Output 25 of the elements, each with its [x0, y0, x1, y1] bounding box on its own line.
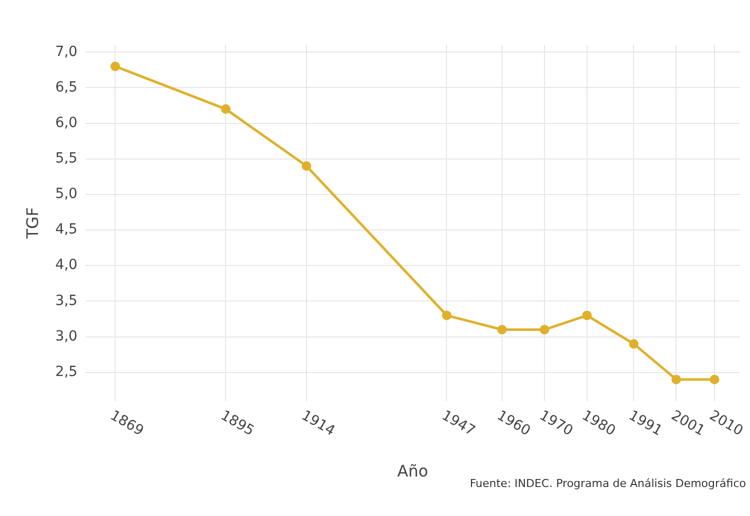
- y-axis-title: TGF: [22, 207, 42, 240]
- y-tick-label: 7,0: [55, 44, 78, 60]
- y-tick-label: 3,0: [55, 328, 78, 344]
- y-tick-label: 2,5: [55, 364, 78, 380]
- point: [671, 374, 681, 384]
- point: [497, 324, 507, 334]
- y-tick-label: 4,0: [55, 257, 78, 274]
- point: [710, 374, 720, 384]
- point: [540, 324, 550, 334]
- y-tick-label: 5,0: [55, 186, 78, 202]
- point: [220, 104, 230, 114]
- point: [628, 339, 638, 349]
- point: [302, 161, 312, 171]
- x-tick-label: 1947: [438, 408, 478, 440]
- x-axis-title: Año: [397, 462, 428, 481]
- point: [110, 62, 120, 72]
- point: [582, 310, 592, 320]
- y-tick-label: 3,5: [55, 292, 78, 309]
- point: [442, 310, 452, 320]
- x-tick-label: 1869: [107, 408, 146, 440]
- y-tick-label: 6,5: [55, 79, 78, 96]
- y-tick-label: 5,5: [55, 150, 78, 166]
- y-tick-label: 4,5: [55, 222, 78, 238]
- y-tick-label: 6,0: [55, 114, 78, 131]
- source-note: Fuente: INDEC. Programa de Análisis Demográfico: [470, 476, 746, 490]
